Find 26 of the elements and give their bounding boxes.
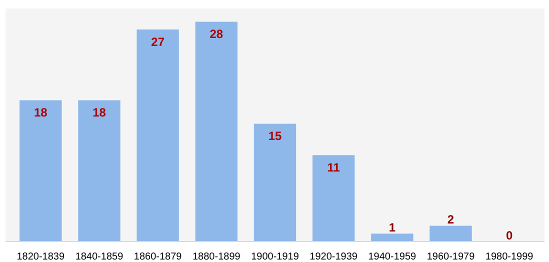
x-tick-label: 1820-1839	[16, 252, 65, 262]
data-label: 28	[210, 27, 224, 42]
x-tick-label: 1980-1999	[485, 252, 534, 262]
x-tick-label: 1920-1939	[310, 252, 358, 262]
data-label: 18	[92, 106, 106, 120]
data-label: 1	[388, 220, 396, 234]
bar	[78, 100, 120, 242]
data-label: 27	[151, 35, 165, 50]
data-label: 15	[268, 129, 282, 144]
x-tick-label: 1960-1979	[426, 252, 476, 262]
x-tick-label: 1860-1879	[134, 252, 182, 262]
x-tick-label: 1900-1919	[251, 252, 300, 262]
bar	[195, 22, 238, 242]
x-tick-label: 1940-1959	[368, 252, 417, 262]
x-tick-label: 1840-1859	[75, 252, 124, 262]
bar	[254, 124, 296, 242]
bar	[136, 30, 179, 242]
bar	[371, 234, 414, 242]
bar	[20, 100, 62, 242]
bar	[312, 155, 355, 242]
data-label: 18	[34, 106, 48, 120]
data-label: 0	[506, 228, 514, 242]
data-label: 11	[327, 160, 340, 175]
bar	[430, 226, 472, 242]
x-tick-label: 1880-1899	[192, 252, 241, 262]
data-label: 2	[447, 212, 454, 227]
